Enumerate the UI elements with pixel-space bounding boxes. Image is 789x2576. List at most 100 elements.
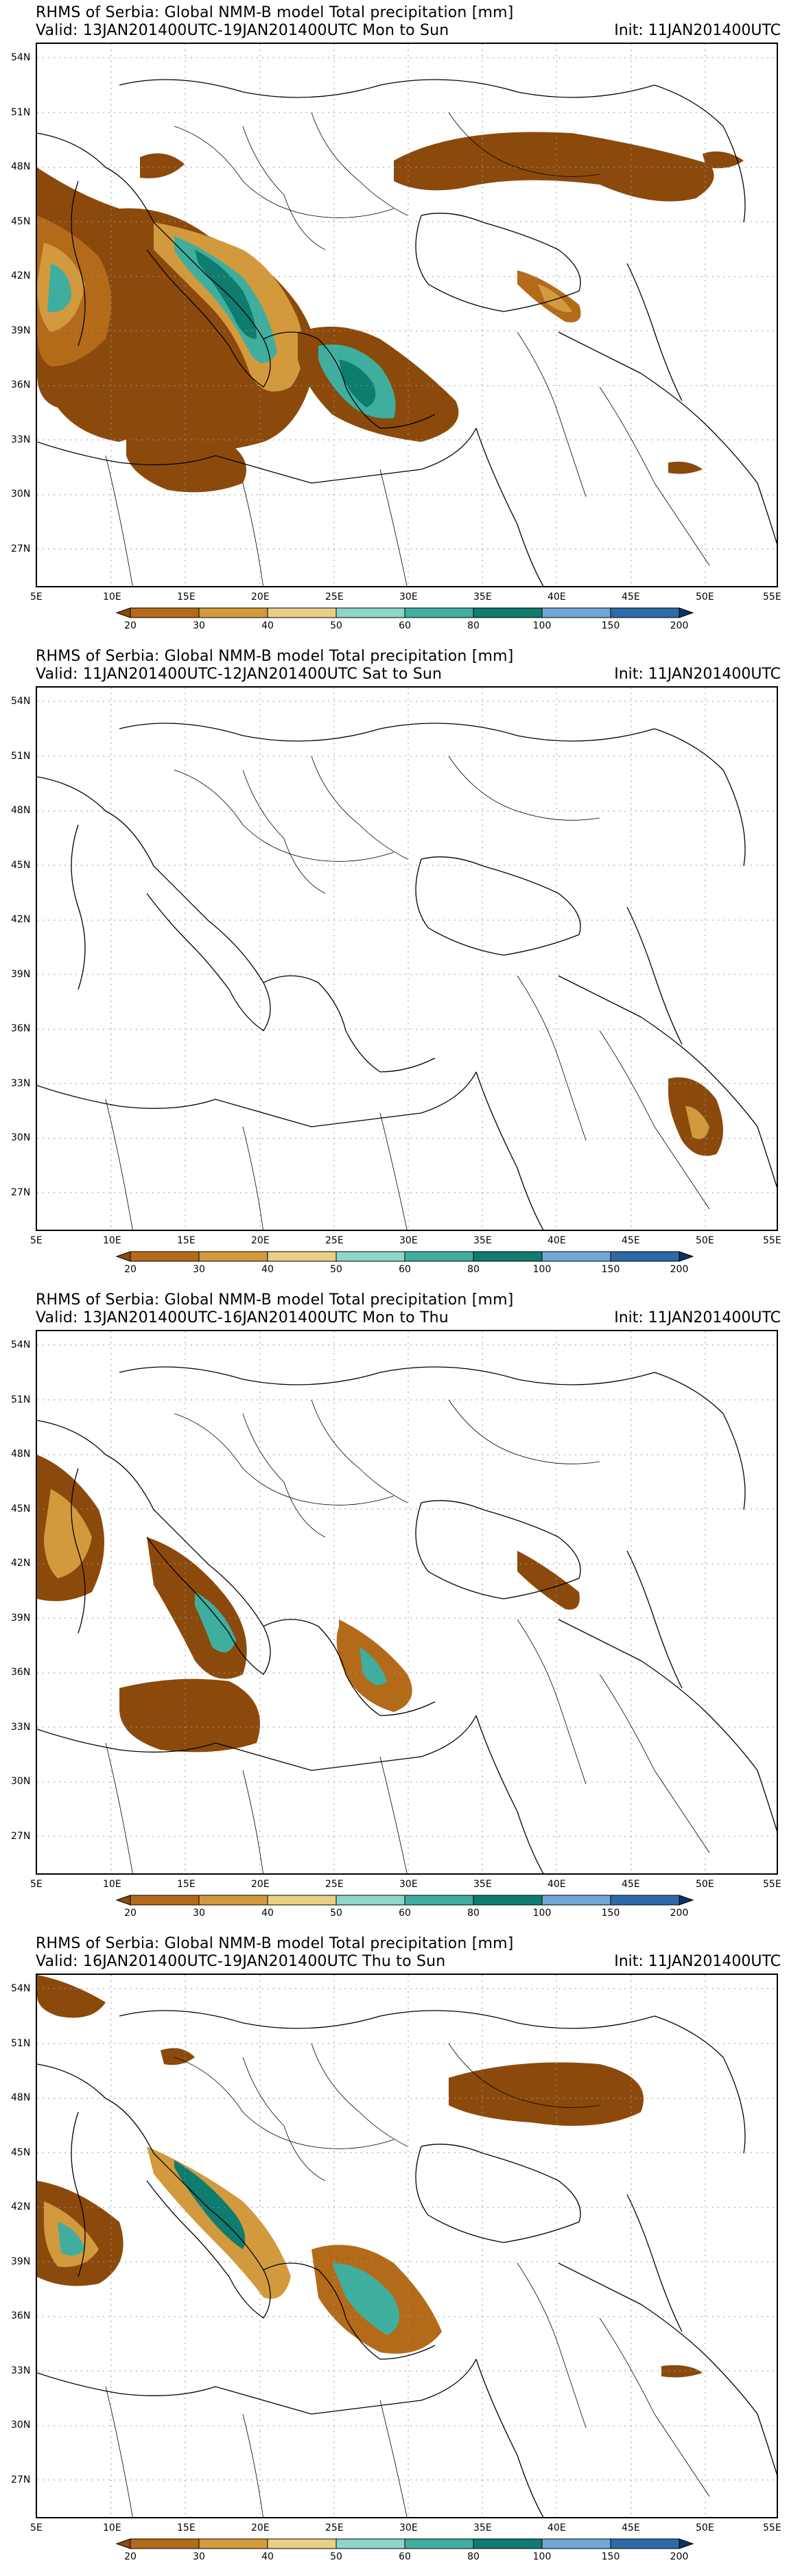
precip-fields bbox=[37, 1455, 580, 1753]
axis-labels: 54N 51N 48N 45N 42N 39N 36N 33N 30N 27N … bbox=[11, 1983, 781, 2533]
init-time: Init: 11JAN201400UTC bbox=[614, 1309, 781, 1326]
map-canvas bbox=[37, 688, 777, 1230]
colorbar-swatch bbox=[404, 2538, 474, 2549]
lon-tick-label: 30E bbox=[399, 592, 418, 602]
lon-tick-label: 10E bbox=[103, 1235, 121, 1246]
colorbar-legend: 20 30 40 50 60 80 100 150 200 bbox=[115, 1251, 694, 1275]
lon-tick-label: 5E bbox=[30, 592, 43, 602]
precipitation-map bbox=[36, 1330, 778, 1875]
colorbar-swatch bbox=[404, 1251, 474, 1262]
lat-tick-label: 36N bbox=[11, 2310, 30, 2321]
colorbar-swatch bbox=[610, 1251, 680, 1262]
lat-tick-label: 30N bbox=[11, 1776, 30, 1787]
map-canvas bbox=[37, 44, 777, 586]
colorbar-level-label: 150 bbox=[602, 2551, 620, 2562]
colorbar-swatch bbox=[610, 607, 680, 618]
borders bbox=[105, 2043, 710, 2517]
lat-tick-label: 30N bbox=[11, 489, 30, 500]
lon-tick-labels: 5E 10E 15E 20E 25E 30E 35E 40E 45E 50E 5… bbox=[30, 1235, 781, 1246]
colorbar-level-label: 50 bbox=[330, 1908, 342, 1919]
colorbar-level-label: 80 bbox=[467, 620, 480, 631]
colorbar-level-label: 40 bbox=[261, 620, 274, 631]
lon-tick-label: 5E bbox=[30, 2522, 43, 2533]
axis-labels: 54N 51N 48N 45N 42N 39N 36N 33N 30N 27N … bbox=[11, 696, 781, 1246]
colorbar-end-right bbox=[679, 1895, 694, 1906]
colorbar-end-left bbox=[115, 2538, 131, 2549]
colorbar-swatch bbox=[267, 1251, 337, 1262]
coastlines bbox=[37, 79, 777, 586]
lat-tick-label: 27N bbox=[11, 1187, 30, 1198]
lat-tick-label: 39N bbox=[11, 325, 30, 336]
colorbar-swatch bbox=[335, 607, 405, 618]
colorbar-level-label: 200 bbox=[670, 1908, 689, 1919]
lon-tick-label: 45E bbox=[622, 592, 640, 602]
colorbar-swatch bbox=[404, 1895, 474, 1906]
colorbar-level-label: 30 bbox=[193, 620, 205, 631]
map-canvas bbox=[37, 1331, 777, 1873]
coastlines bbox=[37, 1366, 777, 1873]
panel-title: RHMS of Serbia: Global NMM-B model Total… bbox=[36, 4, 514, 21]
colorbar-swatch bbox=[473, 2538, 543, 2549]
colorbar-level-label: 150 bbox=[602, 620, 620, 631]
lat-tick-label: 36N bbox=[11, 379, 30, 390]
lon-tick-label: 15E bbox=[177, 1879, 196, 1890]
colorbar-level-label: 200 bbox=[670, 2551, 689, 2562]
lon-tick-label: 40E bbox=[547, 1235, 566, 1246]
precipitation-map bbox=[36, 686, 778, 1231]
panel-title: RHMS of Serbia: Global NMM-B model Total… bbox=[36, 1291, 514, 1309]
lat-tick-label: 27N bbox=[11, 543, 30, 554]
colorbar: 20 30 40 50 60 80 100 150 200 bbox=[115, 1895, 694, 1919]
lon-tick-label: 45E bbox=[622, 2522, 640, 2533]
colorbar-end-left bbox=[115, 1251, 131, 1262]
init-time: Init: 11JAN201400UTC bbox=[614, 1953, 781, 1970]
lat-tick-label: 33N bbox=[11, 1722, 30, 1733]
lat-tick-label: 42N bbox=[11, 914, 30, 925]
lat-tick-label: 45N bbox=[11, 2147, 30, 2158]
colorbar-level-label: 40 bbox=[261, 1908, 274, 1919]
map-panel-1: RHMS of Serbia: Global NMM-B model Total… bbox=[0, 0, 789, 644]
colorbar-level-label: 60 bbox=[399, 1264, 411, 1275]
precip-fields bbox=[668, 1077, 723, 1156]
colorbar-level-label: 20 bbox=[124, 1908, 137, 1919]
lon-tick-label: 20E bbox=[251, 592, 270, 602]
colorbar-level-label: 30 bbox=[193, 2551, 205, 2562]
lat-tick-label: 48N bbox=[11, 1449, 30, 1460]
precip-fields bbox=[37, 1975, 703, 2378]
lon-tick-label: 40E bbox=[547, 592, 566, 602]
lon-tick-label: 30E bbox=[399, 1879, 418, 1890]
lon-tick-label: 45E bbox=[622, 1235, 640, 1246]
colorbar-level-label: 100 bbox=[533, 620, 552, 631]
valid-period: Valid: 13JAN201400UTC-19JAN201400UTC Mon… bbox=[36, 22, 449, 39]
lon-tick-label: 25E bbox=[325, 1235, 344, 1246]
lon-tick-label: 20E bbox=[251, 1235, 270, 1246]
lon-tick-label: 5E bbox=[30, 1879, 43, 1890]
lat-tick-label: 33N bbox=[11, 1078, 30, 1089]
colorbar: 20 30 40 50 60 80 100 150 200 bbox=[115, 2538, 694, 2562]
colorbar-swatch bbox=[198, 1895, 268, 1906]
axis-labels: 54N 51N 48N 45N 42N 39N 36N 33N 30N 27N … bbox=[11, 1339, 781, 1890]
colorbar-swatch bbox=[130, 2538, 200, 2549]
lon-tick-label: 25E bbox=[325, 2522, 344, 2533]
colorbar-swatch bbox=[473, 1895, 543, 1906]
colorbar-level-label: 20 bbox=[124, 620, 137, 631]
colorbar-swatch bbox=[267, 2538, 337, 2549]
lat-tick-label: 39N bbox=[11, 2256, 30, 2267]
colorbar-level-label: 40 bbox=[261, 1264, 274, 1275]
coastlines bbox=[37, 723, 777, 1230]
lat-tick-label: 45N bbox=[11, 216, 30, 227]
colorbar-level-label: 60 bbox=[399, 620, 411, 631]
lon-tick-label: 50E bbox=[696, 1879, 714, 1890]
lat-tick-labels: 54N 51N 48N 45N 42N 39N 36N 33N 30N 27N bbox=[11, 696, 30, 1198]
colorbar-swatch bbox=[404, 607, 474, 618]
valid-period: Valid: 13JAN201400UTC-16JAN201400UTC Mon… bbox=[36, 1309, 449, 1326]
map-panel-4: RHMS of Serbia: Global NMM-B model Total… bbox=[0, 1931, 789, 2575]
lon-tick-label: 45E bbox=[622, 1879, 640, 1890]
lat-tick-label: 42N bbox=[11, 270, 30, 281]
lon-tick-label: 5E bbox=[30, 1235, 43, 1246]
lat-tick-label: 54N bbox=[11, 1339, 30, 1350]
colorbar-swatch bbox=[198, 2538, 268, 2549]
lon-tick-label: 35E bbox=[473, 1235, 492, 1246]
lon-tick-label: 10E bbox=[103, 592, 121, 602]
lon-tick-label: 10E bbox=[103, 1879, 121, 1890]
colorbar-level-label: 100 bbox=[533, 2551, 552, 2562]
